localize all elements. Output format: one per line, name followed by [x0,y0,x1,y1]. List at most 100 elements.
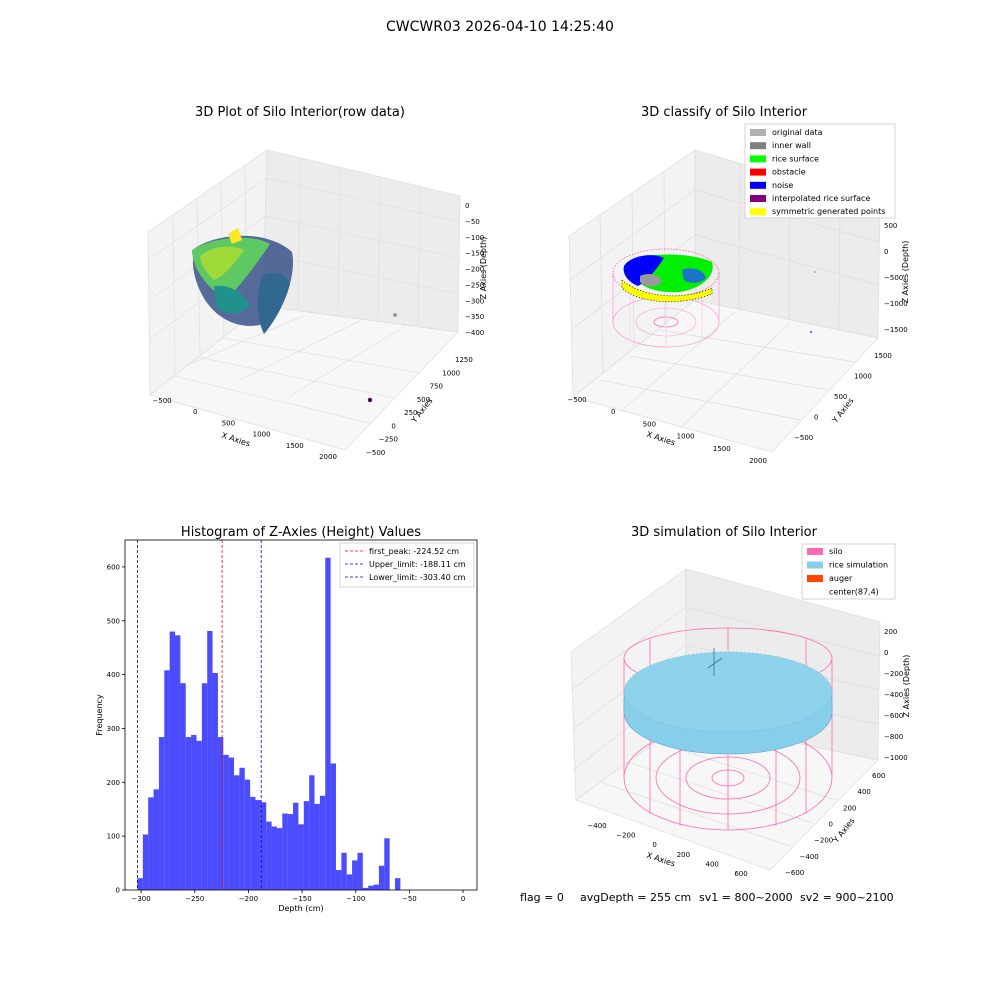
histogram-bar [325,557,331,890]
x-tick-label: 0 [193,408,197,416]
y-tick-label: 750 [430,383,443,391]
z-tick-label: −1000 [884,300,908,308]
y-tick-label: 1250 [455,356,473,364]
legend-classify-swatch [750,168,766,176]
y-tick-label: 400 [858,788,871,796]
x-axis-ticks-classify: −500 0 500 1000 1500 2000 [567,396,767,465]
histogram-bar [142,834,149,890]
histogram-legend-label: Upper_limit: -188.11 cm [369,560,466,569]
histogram-bar [255,800,261,890]
histogram-bar [260,802,267,890]
legend-classify-label: obstacle [772,168,806,177]
histogram-bar [330,763,336,890]
x-tick-label: 1000 [253,431,271,439]
z-axis-ticks-raw: 0 −50 −100 −150 −200 −250 −300 −350 −400 [465,202,484,337]
x-tick-label: −200 [616,832,635,840]
histogram-bar [357,852,363,890]
z-axis-label-raw: Z Axies (Depth) [479,237,488,300]
histogram-bar [185,737,192,890]
histogram-bar [384,838,390,890]
histogram-bar [319,795,326,890]
y-tick-label: 0 [829,821,833,829]
status-line: flag = 0 avgDepth = 255 cm sv1 = 800~200… [520,891,894,904]
panel-raw-data: 3D Plot of Silo Interior(row data) [147,105,488,461]
legend-classify-swatch [750,181,766,189]
y-tick-label: 0 [391,422,395,430]
y-tick-label: 1500 [874,352,892,360]
legend-classify-label: symmetric generated points [772,207,885,216]
histogram-bar [373,884,379,890]
z-tick-label: 0 [884,649,888,657]
legend-classify-label: interpolated rice surface [772,194,870,203]
x-tick-label: −500 [567,396,586,404]
legend-simulation-label: silo [829,547,843,556]
histogram-vlines [137,540,262,890]
z-tick-label: −400 [465,329,484,337]
histogram-legend: first_peak: -224.52 cm Upper_limit: -188.… [345,547,466,582]
status-flag: flag = 0 [520,891,564,904]
histogram-bars [137,557,401,890]
x-tick-label: 600 [734,870,747,878]
histogram-x-label: Depth (cm) [278,904,323,913]
histogram-bar [228,757,235,890]
x-tick-label: 2000 [749,457,767,465]
histogram-bar [378,865,385,890]
histogram-y-tick-label: 600 [107,563,120,571]
z-tick-label: −800 [884,733,903,741]
histogram-legend-label: Lower_limit: -303.40 cm [369,573,466,582]
y-tick-label: 200 [843,804,856,812]
panel-histogram: Histogram of Z-Axies (Height) Values −30… [95,525,478,913]
z-tick-label: −300 [465,297,484,305]
z-axis-ticks-simulation: 200 0 −200 −400 −600 −800 −1000 [884,628,908,762]
legend-simulation-label: auger [829,574,853,583]
histogram-bar [293,802,299,890]
z-tick-label: −200 [465,266,484,274]
x-tick-label: 0 [611,408,615,416]
status-avg-depth: avgDepth = 255 cm [580,891,691,904]
legend-classify-swatch [750,142,766,150]
z-tick-label: −350 [465,313,484,321]
x-axis-label-classify: X Axies [645,430,676,448]
x-axis-label-raw: X Axies [220,431,251,449]
status-sv1: sv1 = 800~2000 [699,891,793,904]
histogram-legend-label: first_peak: -224.52 cm [369,547,459,556]
histogram-bar [148,797,154,890]
x-tick-label: 1000 [677,433,695,441]
legend-classify-swatch [750,155,766,163]
histogram-bar [180,683,186,890]
legend-classify-swatch [750,129,766,136]
x-tick-label: 400 [706,860,719,868]
z-axis-label-classify: Z Axies (Depth) [901,241,910,304]
z-tick-label: 200 [884,628,897,636]
pane-3d-box-raw [147,149,461,451]
histogram-y-ticks: 0 100 200 300 400 500 600 [107,563,125,895]
y-tick-label: −200 [814,837,833,845]
figure-title: CWCWR03 2026-04-10 14:25:40 [386,19,614,35]
histogram-bar [201,683,208,890]
legend-classify-label: rice surface [772,154,819,163]
z-tick-label: −1500 [884,326,908,334]
y-axis-ticks-classify: −500 0 500 1000 1500 [794,352,892,442]
legend-simulation-label: rice simulation [829,561,888,570]
rice-simulation-surface [623,648,833,755]
histogram-title: Histogram of Z-Axies (Height) Values [181,525,421,540]
panel-simulation: 3D simulation of Silo Interior [570,525,911,878]
histogram-bar [298,824,304,890]
histogram-bar [303,801,310,890]
z-axis-label-simulation: Z Axies (Depth) [902,655,911,718]
x-tick-label: −500 [152,397,171,405]
histogram-x-tick-label: −100 [346,895,365,903]
histogram-y-tick-label: 100 [107,833,120,841]
histogram-x-ticks: −300 −250 −200 −150 −100 −50 0 [131,890,465,903]
legend-simulation-swatch [807,575,823,582]
histogram-bar [137,878,143,890]
histogram-bar [212,673,218,890]
histogram-x-tick-label: −50 [402,895,417,903]
histogram-bar [175,635,181,890]
x-tick-label: 500 [222,419,235,427]
x-axis-ticks-raw: −500 0 500 1000 1500 2000 [152,397,337,461]
y-tick-label: 250 [404,409,417,417]
histogram-bar [368,885,374,890]
histogram-y-label: Frequency [95,694,104,736]
